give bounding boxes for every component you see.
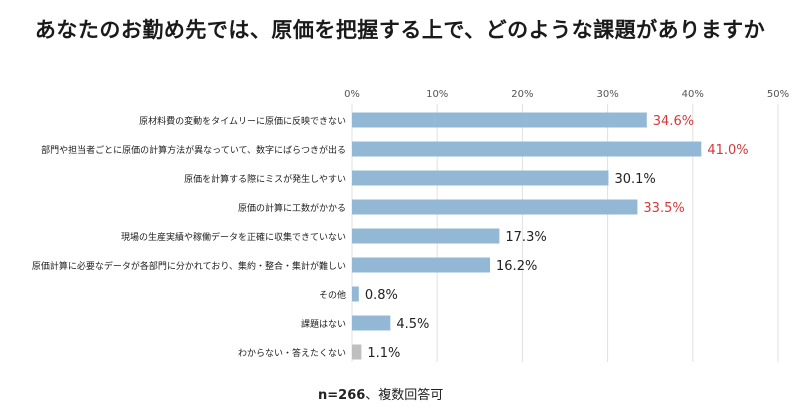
- bar: [352, 170, 609, 186]
- category-label: 課題はない: [301, 318, 346, 330]
- x-tick-label: 10%: [426, 89, 448, 100]
- sample-note: n=266、複数回答可: [318, 384, 443, 403]
- chart-title: あなたのお勤め先では、原価を把握する上で、どのような課題がありますか: [34, 18, 766, 42]
- category-label: 原価を計算する際にミスが発生しやすい: [184, 173, 346, 185]
- bar: [352, 344, 362, 360]
- value-label: 34.6%: [653, 114, 694, 129]
- category-label: 現場の生産実績や稼働データを正確に収集できていない: [121, 231, 346, 243]
- x-tick-label: 0%: [344, 89, 360, 100]
- value-label: 17.3%: [505, 230, 546, 245]
- bar: [352, 112, 647, 128]
- bar: [352, 199, 638, 215]
- category-label: 原材料費の変動をタイムリーに原価に反映できない: [139, 115, 346, 127]
- answer-note: 、複数回答可: [365, 388, 444, 403]
- category-label: その他: [319, 289, 346, 301]
- value-label: 0.8%: [365, 288, 398, 303]
- value-label: 41.0%: [707, 143, 748, 158]
- value-label: 33.5%: [643, 201, 684, 216]
- value-label: 30.1%: [614, 172, 655, 187]
- bar: [352, 315, 391, 331]
- category-label: わからない・答えたくない: [238, 347, 346, 359]
- category-label: 原価計算に必要なデータが各部門に分かれており、集約・整合・集計が難しい: [32, 260, 346, 272]
- x-tick-label: 30%: [596, 89, 618, 100]
- x-tick-label: 20%: [511, 89, 533, 100]
- category-label: 部門や担当者ごとに原価の計算方法が異なっていて、数字にばらつきが出る: [41, 144, 346, 156]
- value-label: 16.2%: [496, 259, 537, 274]
- x-tick-label: 40%: [682, 89, 704, 100]
- sample-size: n=266: [318, 388, 366, 403]
- bar: [352, 257, 491, 273]
- category-label: 原価の計算に工数がかかる: [238, 202, 346, 214]
- value-label: 4.5%: [396, 317, 429, 332]
- bar: [352, 141, 702, 157]
- value-label: 1.1%: [367, 346, 400, 361]
- x-tick-label: 50%: [767, 89, 789, 100]
- bar: [352, 228, 500, 244]
- bar: [352, 286, 359, 302]
